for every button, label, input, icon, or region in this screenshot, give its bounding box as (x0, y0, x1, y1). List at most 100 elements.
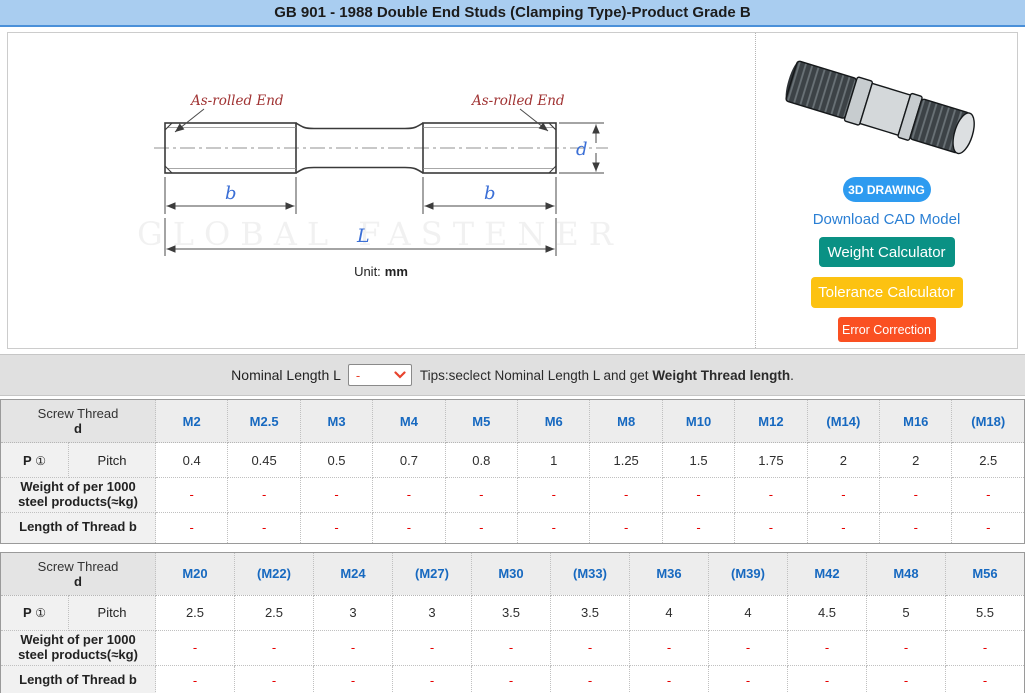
column-header[interactable]: M24 (313, 551, 393, 596)
thread-length-row: Length of Thread b ----------- (0, 664, 1025, 693)
thread-length-value: - (661, 511, 736, 544)
tolerance-calculator-button[interactable]: Tolerance Calculator (810, 277, 963, 308)
weight-value: - (471, 629, 551, 666)
column-header[interactable]: M10 (661, 399, 736, 443)
column-header[interactable]: M4 (372, 399, 446, 443)
thread-length-value: - (392, 664, 472, 693)
pitch-row: P ① Pitch 0.4 0.45 0.5 0.7 0.8 1 1.25 1.5 1.75 2 2… (0, 442, 1025, 478)
weight-value: - (951, 477, 1025, 513)
weight-value: - (444, 477, 519, 513)
corner-line1: Screw Thread (37, 406, 119, 421)
thread-length-value: - (589, 511, 663, 544)
thread-length-value: - (471, 664, 551, 693)
pitch-value: 4 (629, 594, 709, 631)
column-header[interactable]: M5 (444, 399, 519, 443)
selected-value: - (355, 367, 361, 383)
column-header[interactable]: M56 (945, 551, 1025, 596)
column-header[interactable]: (M18) (951, 399, 1025, 443)
chevron-down-icon (394, 371, 406, 379)
weight-value: - (787, 629, 867, 666)
column-header[interactable]: (M33) (550, 551, 630, 596)
column-header[interactable]: (M27) (392, 551, 472, 596)
3d-drawing-button[interactable]: 3D DRAWING (842, 177, 931, 202)
column-header[interactable]: M48 (866, 551, 946, 596)
thread-length-value: - (734, 511, 808, 544)
title-bar: GB 901 - 1988 Double End Studs (Clamping… (0, 0, 1025, 27)
column-header[interactable]: M30 (471, 551, 551, 596)
pitch-value: 1.75 (734, 442, 808, 478)
pitch-value: 0.4 (154, 442, 229, 478)
column-header[interactable]: (M39) (708, 551, 788, 596)
as-rolled-right-text: As-rolled End (470, 93, 565, 109)
as-rolled-end-right-label: As-rolled End (470, 93, 565, 132)
as-rolled-left-text: As-rolled End (189, 93, 284, 109)
p-footnote-mark: ① (35, 606, 47, 621)
tips-bold: Weight Thread length (652, 367, 791, 383)
dim-L-text: L (356, 225, 370, 247)
column-header[interactable]: M16 (879, 399, 953, 443)
weight-value: - (313, 629, 393, 666)
unit-prefix: Unit: (354, 264, 381, 279)
pitch-value: 2.5 (951, 442, 1025, 478)
weight-value: - (517, 477, 591, 513)
download-cad-link[interactable]: Download CAD Model (812, 211, 961, 228)
stud-outline (164, 122, 557, 174)
spec-table-small-sizes: Screw Thread d M2 M2.5 M3 M4 M5 M6 M8 M10 M12 (M1… (0, 399, 1025, 544)
nominal-length-select[interactable]: - (347, 364, 412, 386)
corner-header: Screw Thread d (0, 399, 156, 443)
column-header[interactable]: (M14) (806, 399, 881, 443)
thread-length-label-cell: Length of Thread b (0, 511, 156, 544)
corner-line2: d (74, 573, 82, 589)
column-header[interactable]: M12 (734, 399, 808, 443)
thread-length-value: - (945, 664, 1025, 693)
corner-header: Screw Thread d (0, 551, 156, 596)
weight-value: - (227, 477, 301, 513)
dim-b-right-text: b (484, 183, 496, 204)
thread-length-value: - (550, 664, 630, 693)
error-correction-button[interactable]: Error Correction (837, 317, 936, 342)
pitch-value: 0.45 (227, 442, 301, 478)
column-header[interactable]: M20 (155, 551, 235, 596)
pitch-label-cell: Pitch (68, 442, 156, 478)
column-header[interactable]: M36 (629, 551, 709, 596)
weight-value: - (392, 629, 472, 666)
dimension-b-right: b (422, 177, 557, 214)
as-rolled-end-left-label: As-rolled End (174, 93, 284, 133)
thread-length-value: - (787, 664, 867, 693)
thread-length-value: - (372, 511, 446, 544)
weight-value: - (154, 477, 229, 513)
pitch-row: P ① Pitch 2.5 2.5 3 3 3.5 3.5 4 4 4.5 5 5.5 (0, 594, 1025, 631)
pitch-value: 2.5 (155, 594, 235, 631)
dimension-L: L (164, 218, 557, 256)
thread-length-value: - (227, 511, 301, 544)
column-header[interactable]: M2 (154, 399, 229, 443)
thread-length-value: - (517, 511, 591, 544)
weight-value: - (708, 629, 788, 666)
pitch-value: 1 (517, 442, 591, 478)
column-header[interactable]: M42 (787, 551, 867, 596)
column-header[interactable]: M6 (517, 399, 591, 443)
thread-length-value: - (708, 664, 788, 693)
pitch-value: 3 (313, 594, 393, 631)
weight-value: - (589, 477, 663, 513)
weight-value: - (372, 477, 446, 513)
weight-value: - (299, 477, 374, 513)
drawing-panel: GLOBAL FASTENER As-rolled End (8, 33, 755, 348)
thread-length-value: - (866, 664, 946, 693)
pitch-value: 3 (392, 594, 472, 631)
column-header[interactable]: M8 (589, 399, 663, 443)
column-header[interactable]: M2.5 (227, 399, 301, 443)
tips-prefix: Tips:seclect Nominal Length L and get (419, 367, 653, 383)
pitch-value: 0.7 (372, 442, 446, 478)
p-symbol: P (22, 605, 32, 621)
weight-value: - (629, 629, 709, 666)
technical-drawing: GLOBAL FASTENER As-rolled End (137, 93, 613, 279)
column-header[interactable]: M3 (299, 399, 374, 443)
weight-calculator-button[interactable]: Weight Calculator (818, 237, 955, 267)
column-header[interactable]: (M22) (234, 551, 314, 596)
pitch-value: 0.5 (299, 442, 374, 478)
weight-value: - (734, 477, 808, 513)
thread-length-value: - (629, 664, 709, 693)
thread-length-value: - (299, 511, 374, 544)
tips-suffix: . (790, 367, 794, 383)
